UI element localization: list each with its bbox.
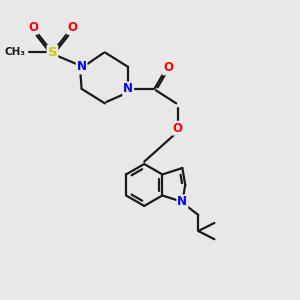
Text: N: N — [177, 195, 187, 208]
Text: O: O — [163, 61, 173, 74]
Text: O: O — [28, 21, 38, 34]
Text: CH₃: CH₃ — [4, 47, 26, 57]
Text: O: O — [173, 122, 183, 135]
Text: O: O — [67, 21, 77, 34]
Text: N: N — [76, 61, 87, 74]
Text: N: N — [123, 82, 133, 95]
Text: S: S — [48, 46, 57, 59]
